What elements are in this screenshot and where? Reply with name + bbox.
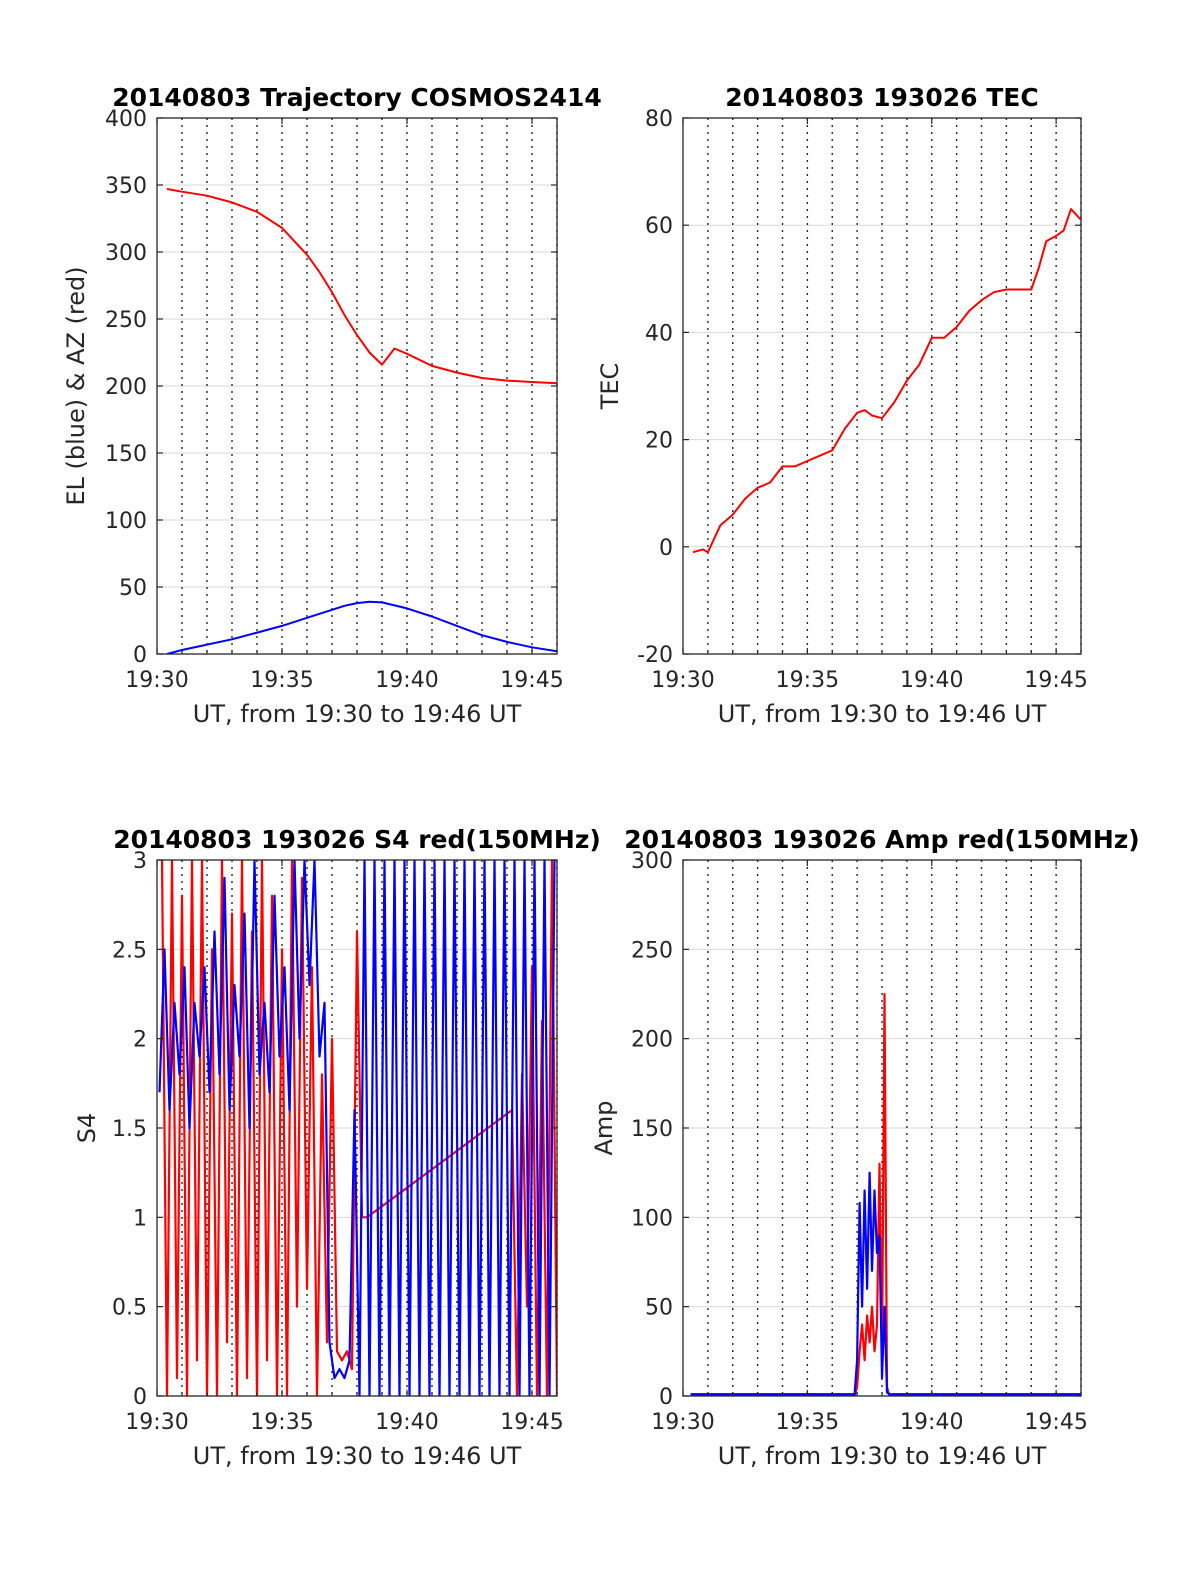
x-tick-label: 19:30	[651, 668, 714, 693]
y-tick-label: 250	[631, 938, 673, 963]
y-tick-label: 0.5	[112, 1296, 147, 1321]
x-axis-label: UT, from 19:30 to 19:46 UT	[193, 1442, 522, 1470]
x-axis-label: UT, from 19:30 to 19:46 UT	[193, 700, 522, 728]
y-tick-label: 100	[105, 509, 147, 534]
y-tick-label: 200	[631, 1028, 673, 1053]
y-tick-label: 300	[105, 241, 147, 266]
y-tick-label: 50	[119, 576, 147, 601]
x-tick-label: 19:45	[500, 1410, 563, 1435]
data-series-line	[690, 1171, 1081, 1396]
x-tick-label: 19:35	[250, 1410, 313, 1435]
y-tick-label: 150	[631, 1117, 673, 1142]
x-axis-label: UT, from 19:30 to 19:46 UT	[718, 700, 1047, 728]
chart-title: 20140803 193026 TEC	[725, 83, 1038, 112]
y-tick-label: 150	[105, 442, 147, 467]
chart-title: 20140803 Trajectory COSMOS2414	[112, 83, 602, 112]
x-tick-label: 19:40	[900, 1410, 963, 1435]
y-tick-label: 1	[133, 1206, 147, 1231]
x-tick-label: 19:40	[900, 668, 963, 693]
y-axis-label: EL (blue) & AZ (red)	[62, 266, 90, 505]
chart-title: 20140803 193026 Amp red(150MHz)	[624, 825, 1140, 854]
chart-panel-3: 0 0.5 1 1.5 2 2.5 3 19:30 19:35 19:40 19:45 2014080…	[73, 825, 601, 1470]
y-tick-label: -20	[637, 643, 673, 668]
y-tick-label: 350	[105, 174, 147, 199]
data-series-line	[692, 208, 1081, 554]
data-series-line	[158, 860, 556, 1396]
x-tick-label: 19:35	[776, 668, 839, 693]
y-tick-label: 50	[645, 1296, 673, 1321]
x-tick-label: 19:45	[1024, 668, 1087, 693]
x-tick-label: 19:40	[375, 668, 438, 693]
y-tick-label: 2	[133, 1028, 147, 1053]
y-tick-label: 0	[659, 536, 673, 561]
x-tick-label: 19:35	[776, 1410, 839, 1435]
data-series-line	[160, 860, 557, 1396]
y-tick-label: 40	[645, 321, 673, 346]
y-tick-label: 400	[105, 107, 147, 132]
y-tick-label: 300	[631, 849, 673, 874]
x-tick-label: 19:30	[125, 1410, 188, 1435]
x-tick-label: 19:30	[125, 668, 188, 693]
chart-panel-1: 0 50 100 150 200 250 300 350 400 19:30 19:35 19:40 1…	[62, 83, 602, 728]
x-tick-label: 19:30	[651, 1410, 714, 1435]
x-axis-label: UT, from 19:30 to 19:46 UT	[718, 1442, 1047, 1470]
y-tick-label: 20	[645, 429, 673, 454]
x-tick-label: 19:35	[250, 668, 313, 693]
chart-title: 20140803 193026 S4 red(150MHz)	[113, 825, 601, 854]
y-axis-label: S4	[73, 1113, 101, 1144]
chart-panel-2: -20 0 20 40 60 80 19:30 19:35 19:40 19:45 20140803…	[596, 83, 1088, 728]
y-tick-label: 250	[105, 308, 147, 333]
x-tick-label: 19:45	[1024, 1410, 1087, 1435]
y-tick-label: 100	[631, 1206, 673, 1231]
y-tick-label: 0	[659, 1385, 673, 1410]
chart-panel-4: 0 50 100 150 200 250 300 19:30 19:35 19:40 19:45 20…	[590, 825, 1140, 1470]
y-axis-label: Amp	[590, 1100, 618, 1155]
y-tick-label: 0	[133, 643, 147, 668]
y-tick-label: 80	[645, 107, 673, 132]
y-tick-label: 200	[105, 375, 147, 400]
y-tick-label: 1.5	[112, 1117, 147, 1142]
x-tick-label: 19:40	[375, 1410, 438, 1435]
y-tick-label: 3	[133, 849, 147, 874]
data-series-line	[166, 188, 557, 385]
y-tick-label: 2.5	[112, 938, 147, 963]
y-tick-label: 60	[645, 214, 673, 239]
x-tick-label: 19:45	[500, 668, 563, 693]
y-tick-label: 0	[133, 1385, 147, 1410]
y-axis-label: TEC	[596, 363, 624, 411]
data-series-line	[166, 600, 557, 654]
